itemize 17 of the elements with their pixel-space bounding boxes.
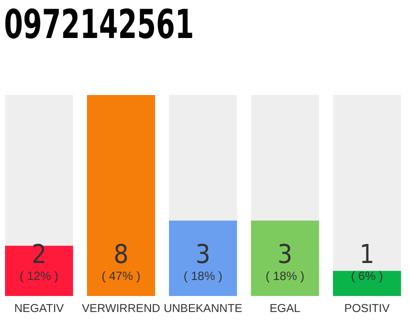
annotation: ( 12% ): [20, 269, 58, 283]
data-label: 8: [114, 240, 128, 270]
x-tick-label: POSITIV: [344, 303, 390, 315]
annotation: ( 47% ): [102, 269, 140, 283]
chart-title: 0972142561: [4, 2, 254, 48]
data-label: 2: [32, 240, 46, 270]
x-tick-label: NEGATIV: [14, 303, 64, 315]
data-label: 3: [278, 240, 292, 270]
x-tick-label: UNBEKANNTE: [164, 303, 243, 315]
data-label: 3: [196, 240, 210, 270]
x-tick-label: VERWIRREND: [82, 303, 160, 315]
annotation: ( 6% ): [350, 269, 383, 283]
bar: [332, 270, 401, 296]
data-label: 1: [360, 240, 374, 270]
x-tick-label: EGAL: [270, 303, 301, 315]
annotation: ( 18% ): [184, 269, 222, 283]
annotation: ( 18% ): [266, 269, 304, 283]
